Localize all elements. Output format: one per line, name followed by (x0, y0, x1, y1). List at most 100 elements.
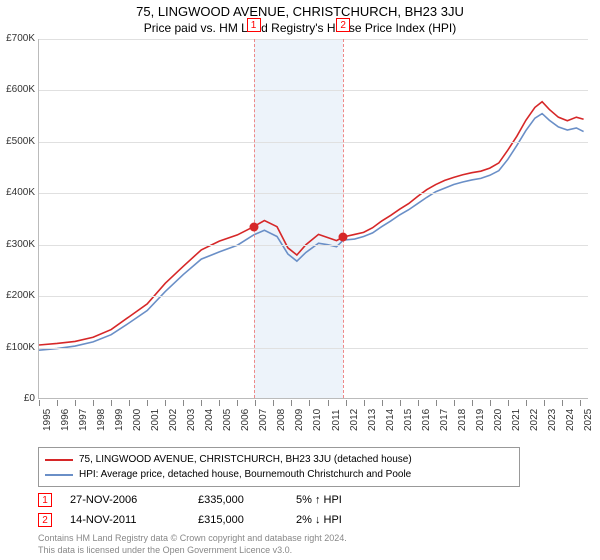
gridline (39, 39, 588, 40)
x-tick-label: 2007 (258, 409, 269, 431)
legend: 75, LINGWOOD AVENUE, CHRISTCHURCH, BH23 … (38, 447, 520, 487)
x-tick-label: 2005 (222, 409, 233, 431)
x-tick (237, 400, 238, 406)
event-marker: 2 (336, 18, 350, 32)
x-tick-label: 2017 (439, 409, 450, 431)
y-tick-label: £500K (1, 136, 35, 147)
x-tick (309, 400, 310, 406)
x-tick-label: 2001 (150, 409, 161, 431)
x-tick (382, 400, 383, 406)
x-tick (201, 400, 202, 406)
x-tick-label: 2011 (331, 409, 342, 431)
x-tick (328, 400, 329, 406)
x-tick (526, 400, 527, 406)
y-tick-label: £200K (1, 290, 35, 301)
gridline (39, 142, 588, 143)
x-tick-label: 2002 (168, 409, 179, 431)
legend-label: HPI: Average price, detached house, Bour… (79, 467, 411, 482)
x-tick (39, 400, 40, 406)
x-tick (544, 400, 545, 406)
gridline (39, 193, 588, 194)
x-tick (57, 400, 58, 406)
sale-marker: 2 (38, 513, 52, 527)
arrow-up-icon: ↑ (315, 494, 321, 506)
y-tick-label: £100K (1, 342, 35, 353)
series-line-hpi (39, 114, 584, 351)
sale-price: £315,000 (198, 514, 278, 526)
gridline (39, 90, 588, 91)
x-tick (418, 400, 419, 406)
event-marker: 1 (247, 18, 261, 32)
x-tick (490, 400, 491, 406)
x-tick-label: 2008 (276, 409, 287, 431)
x-tick (273, 400, 274, 406)
x-tick (508, 400, 509, 406)
x-tick-label: 2012 (349, 409, 360, 431)
x-tick (472, 400, 473, 406)
x-tick (436, 400, 437, 406)
x-tick-label: 2024 (565, 409, 576, 431)
sale-delta: 2% ↓ HPI (296, 514, 342, 526)
footer-line: Contains HM Land Registry data © Crown c… (38, 533, 600, 545)
y-tick-label: £600K (1, 84, 35, 95)
gridline (39, 296, 588, 297)
x-tick (93, 400, 94, 406)
legend-swatch (45, 459, 73, 461)
x-tick (364, 400, 365, 406)
x-tick-label: 2015 (403, 409, 414, 431)
x-tick-label: 2009 (294, 409, 305, 431)
page-subtitle: Price paid vs. HM Land Registry's House … (0, 19, 600, 39)
x-tick-label: 1999 (114, 409, 125, 431)
x-tick (165, 400, 166, 406)
sale-delta: 5% ↑ HPI (296, 494, 342, 506)
x-tick (400, 400, 401, 406)
x-tick (219, 400, 220, 406)
series-line-property (39, 102, 584, 345)
legend-row: 75, LINGWOOD AVENUE, CHRISTCHURCH, BH23 … (45, 452, 513, 467)
price-chart: £0£100K£200K£300K£400K£500K£600K£700K199… (38, 39, 588, 399)
x-tick (129, 400, 130, 406)
x-tick-label: 2023 (547, 409, 558, 431)
sale-row: 1 27-NOV-2006 £335,000 5% ↑ HPI (38, 493, 600, 507)
x-tick (255, 400, 256, 406)
sale-row: 2 14-NOV-2011 £315,000 2% ↓ HPI (38, 513, 600, 527)
legend-swatch (45, 474, 73, 476)
x-tick-label: 2000 (132, 409, 143, 431)
x-tick-label: 1998 (96, 409, 107, 431)
y-tick-label: £300K (1, 239, 35, 250)
arrow-down-icon: ↓ (315, 514, 321, 526)
event-vline (343, 39, 344, 398)
x-tick-label: 2010 (312, 409, 323, 431)
x-tick (454, 400, 455, 406)
x-tick-label: 2018 (457, 409, 468, 431)
sale-dot (339, 233, 348, 242)
x-tick-label: 2020 (493, 409, 504, 431)
sale-price: £335,000 (198, 494, 278, 506)
sales-list: 1 27-NOV-2006 £335,000 5% ↑ HPI 2 14-NOV-2011… (0, 493, 600, 527)
x-tick-label: 2006 (240, 409, 251, 431)
sale-date: 27-NOV-2006 (70, 494, 180, 506)
x-tick (147, 400, 148, 406)
y-tick-label: £0 (1, 393, 35, 404)
y-tick-label: £400K (1, 187, 35, 198)
sale-marker: 1 (38, 493, 52, 507)
x-tick-label: 2019 (475, 409, 486, 431)
x-tick-label: 2021 (511, 409, 522, 431)
sale-date: 14-NOV-2011 (70, 514, 180, 526)
gridline (39, 348, 588, 349)
x-tick-label: 2022 (529, 409, 540, 431)
x-tick-label: 2025 (583, 409, 594, 431)
sale-dot (249, 222, 258, 231)
x-tick (580, 400, 581, 406)
x-tick (75, 400, 76, 406)
x-tick-label: 2013 (367, 409, 378, 431)
footer-line: This data is licensed under the Open Gov… (38, 545, 600, 557)
y-tick-label: £700K (1, 33, 35, 44)
x-tick-label: 2016 (421, 409, 432, 431)
x-tick (183, 400, 184, 406)
footer: Contains HM Land Registry data © Crown c… (38, 533, 600, 556)
x-tick (346, 400, 347, 406)
legend-row: HPI: Average price, detached house, Bour… (45, 467, 513, 482)
x-tick (562, 400, 563, 406)
legend-label: 75, LINGWOOD AVENUE, CHRISTCHURCH, BH23 … (79, 452, 412, 467)
